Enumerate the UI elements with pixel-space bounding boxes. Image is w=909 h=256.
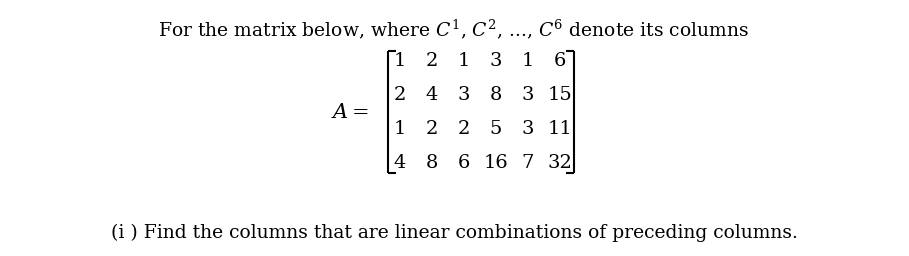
Text: 3: 3 xyxy=(522,120,534,138)
Text: 2: 2 xyxy=(425,120,438,138)
Text: 16: 16 xyxy=(484,154,508,172)
Text: 11: 11 xyxy=(547,120,573,138)
Text: 2: 2 xyxy=(425,52,438,70)
Text: 1: 1 xyxy=(394,120,406,138)
Text: $A =$: $A =$ xyxy=(331,102,369,122)
Text: 1: 1 xyxy=(394,52,406,70)
Text: 4: 4 xyxy=(425,86,438,104)
Text: 6: 6 xyxy=(458,154,470,172)
Text: 5: 5 xyxy=(490,120,502,138)
Text: 7: 7 xyxy=(522,154,534,172)
Text: 8: 8 xyxy=(425,154,438,172)
Text: 3: 3 xyxy=(522,86,534,104)
Text: (i ) Find the columns that are linear combinations of preceding columns.: (i ) Find the columns that are linear co… xyxy=(111,224,797,242)
Text: 2: 2 xyxy=(394,86,406,104)
Text: 1: 1 xyxy=(522,52,534,70)
Text: 3: 3 xyxy=(490,52,503,70)
Text: 1: 1 xyxy=(458,52,470,70)
Text: 2: 2 xyxy=(458,120,470,138)
Text: 32: 32 xyxy=(547,154,573,172)
Text: 15: 15 xyxy=(547,86,573,104)
Text: 3: 3 xyxy=(458,86,470,104)
Text: 4: 4 xyxy=(394,154,406,172)
Text: 8: 8 xyxy=(490,86,502,104)
Text: 6: 6 xyxy=(554,52,566,70)
Text: For the matrix below, where $C^1$, $C^2$, ..., $C^6$ denote its columns: For the matrix below, where $C^1$, $C^2$… xyxy=(158,18,750,41)
